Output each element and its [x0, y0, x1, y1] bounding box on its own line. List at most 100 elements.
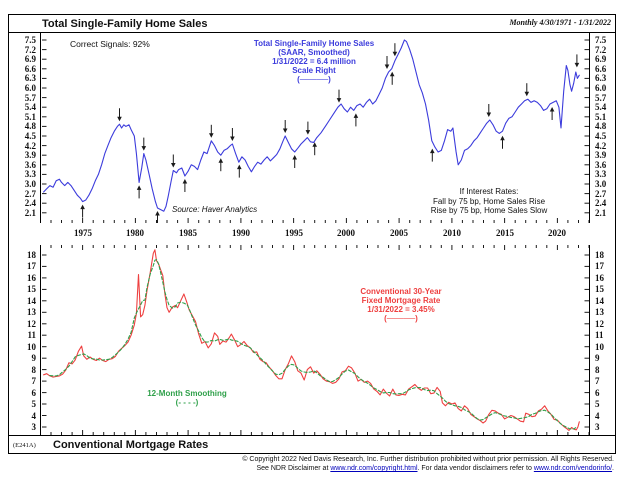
y-tick-label: 7.2	[24, 45, 36, 55]
y-tick-label: 6.3	[595, 73, 607, 83]
y-tick-label: 6	[595, 388, 600, 398]
y-tick-label: 6.9	[24, 54, 36, 64]
y-tick-label: 5.7	[595, 93, 607, 103]
buy-signal-arrow	[312, 142, 317, 156]
annotation-line: Conventional 30-Year	[360, 287, 442, 296]
correct-signals-label: Correct Signals: 92%	[70, 39, 150, 49]
buy-signal-arrow	[430, 148, 435, 162]
chart-period-label: Monthly 4/30/1971 - 1/31/2022	[509, 18, 611, 27]
y-tick-label: 5.7	[24, 93, 36, 103]
sell-signal-arrow	[336, 89, 342, 103]
y-tick-label: 3.3	[24, 169, 36, 179]
y-tick-label: 11	[595, 330, 604, 340]
annotation-line: (SAAR, Smoothed)	[278, 48, 350, 57]
sell-signal-arrow	[209, 124, 214, 138]
vendorinfo-link[interactable]: www.ndr.com/vendorinfo/	[533, 465, 613, 472]
y-tick-label: 15	[27, 284, 36, 294]
x-tick-label: 1980	[126, 228, 144, 238]
rate_12m_smoothing-line	[49, 259, 577, 430]
y-tick-label: 6.3	[24, 73, 36, 83]
x-axis-year-labels: 1975 1980 1985 1990 1995 2000 2005 2010 2015 2020	[9, 223, 615, 245]
sell-signal-arrow	[171, 154, 176, 168]
y-tick-label: 6.0	[595, 83, 607, 93]
y-tick-label: 6	[31, 388, 37, 398]
source-label: Source: Haver Analytics	[172, 205, 258, 214]
buy-signal-arrow	[500, 135, 505, 149]
annotation-line: Rise by 75 bp, Home Sales Slow	[430, 206, 548, 215]
y-tick-label: 5	[31, 399, 37, 409]
y-tick-label: 3.6	[595, 160, 607, 170]
buy-signal-arrow	[182, 179, 188, 192]
copyright-link[interactable]: www.ndr.com/copyright.html	[330, 465, 418, 472]
y-tick-label: 17	[27, 261, 36, 271]
y-tick-label: 7.5	[595, 35, 607, 45]
y-tick-label: 3	[595, 422, 600, 432]
y-tick-label: 14	[27, 296, 36, 306]
y-tick-label: 9	[31, 353, 37, 363]
y-tick-label: 3.0	[595, 179, 607, 189]
sell-signal-arrow	[486, 104, 492, 117]
annotation-line: Total Single-Family Home Sales	[253, 39, 375, 48]
annotation-line: (─────)	[384, 314, 418, 323]
signal-arrows	[80, 43, 580, 223]
copyright-block: © Copyright 2022 Ned Davis Research, Inc…	[8, 455, 614, 473]
sell-signal-arrow	[282, 120, 288, 133]
top-left-axis: 7.5 7.2 6.9 6.6 6.3 6.0 5.7 5.4 5.1 4.8 4.5 4.2 3.9 3…	[9, 33, 41, 223]
buy-signal-arrow	[218, 158, 224, 172]
tick-marks	[42, 39, 589, 223]
y-tick-label: 5.1	[595, 112, 607, 122]
y-tick-label: 5	[595, 399, 600, 409]
annotation-line: 1/31/2022 = 6.4 million	[272, 57, 356, 66]
y-tick-label: 5.4	[24, 102, 36, 112]
mortgage-rate-plot: Conventional 30-Year Fixed Mortgage Rate 1…	[42, 245, 589, 435]
sell-signal-arrow	[305, 121, 311, 135]
y-tick-label: 18	[27, 250, 36, 260]
y-tick-label: 17	[595, 261, 604, 271]
y-tick-label: 7.5	[24, 35, 36, 45]
y-tick-label: 16	[27, 273, 36, 283]
top-chart-title: Total Single-Family Home Sales	[42, 18, 208, 30]
y-tick-label: 3.9	[595, 150, 607, 160]
buy-signal-arrow	[136, 185, 142, 199]
buy-signal-arrow	[292, 155, 297, 168]
y-tick-label: 2.7	[595, 189, 607, 199]
home_sales-line	[43, 39, 580, 212]
y-tick-label: 3.3	[595, 169, 607, 179]
buy-signal-arrow	[353, 113, 359, 127]
y-tick-label: 15	[595, 284, 604, 294]
sell-signal-arrow	[230, 128, 235, 141]
sell-signal-arrow	[524, 83, 530, 97]
home-sales-chart	[42, 39, 589, 223]
annotation-line: Fixed Mortgage Rate	[361, 296, 441, 305]
mortgage_rate-line	[43, 249, 580, 431]
y-tick-label: 4.5	[595, 131, 607, 141]
copyright-line2: See NDR Disclaimer at www.ndr.com/copyri…	[8, 464, 614, 473]
y-tick-label: 3.9	[24, 150, 36, 160]
y-tick-label: 4.2	[595, 141, 607, 151]
x-tick-label: 2020	[548, 228, 566, 238]
bottom-left-axis: 18 17 16 15 14 13 12 11 10 9 8 7 6 5 4 3	[9, 245, 41, 435]
copyright-line2-prefix: See NDR Disclaimer at	[256, 465, 331, 472]
y-tick-label: 7.2	[595, 45, 607, 55]
bottom-chart-title: Conventional Mortgage Rates	[53, 439, 209, 451]
buy-signal-arrow	[549, 107, 555, 120]
smoothing-series-label: 12-Month Smoothing (- - - -)	[112, 389, 262, 407]
sales-series-label: Total Single-Family Home Sales (SAAR, Smo…	[214, 39, 414, 84]
y-tick-label: 13	[27, 307, 36, 317]
y-tick-label: 8	[31, 365, 37, 375]
y-tick-label: 7	[595, 376, 600, 386]
y-tick-label: 3	[31, 422, 37, 432]
x-tick-label: 1990	[232, 228, 250, 238]
y-tick-label: 4.8	[24, 121, 36, 131]
y-tick-label: 4.5	[24, 131, 36, 141]
x-tick-label: 2005	[390, 228, 408, 238]
y-tick-label: 2.7	[24, 189, 36, 199]
annotation-line: 12-Month Smoothing	[147, 389, 227, 398]
annotation-line: (- - - -)	[175, 398, 199, 407]
buy-signal-arrow	[155, 211, 160, 223]
top-header-bar: Total Single-Family Home Sales Monthly 4…	[9, 15, 615, 33]
copyright-line2-suffix: .	[612, 465, 614, 472]
annotation-line: If Interest Rates:	[459, 187, 519, 196]
interest-rates-note: If Interest Rates: Fall by 75 bp, Home Sa…	[369, 187, 609, 216]
y-tick-label: 6.6	[24, 64, 36, 74]
